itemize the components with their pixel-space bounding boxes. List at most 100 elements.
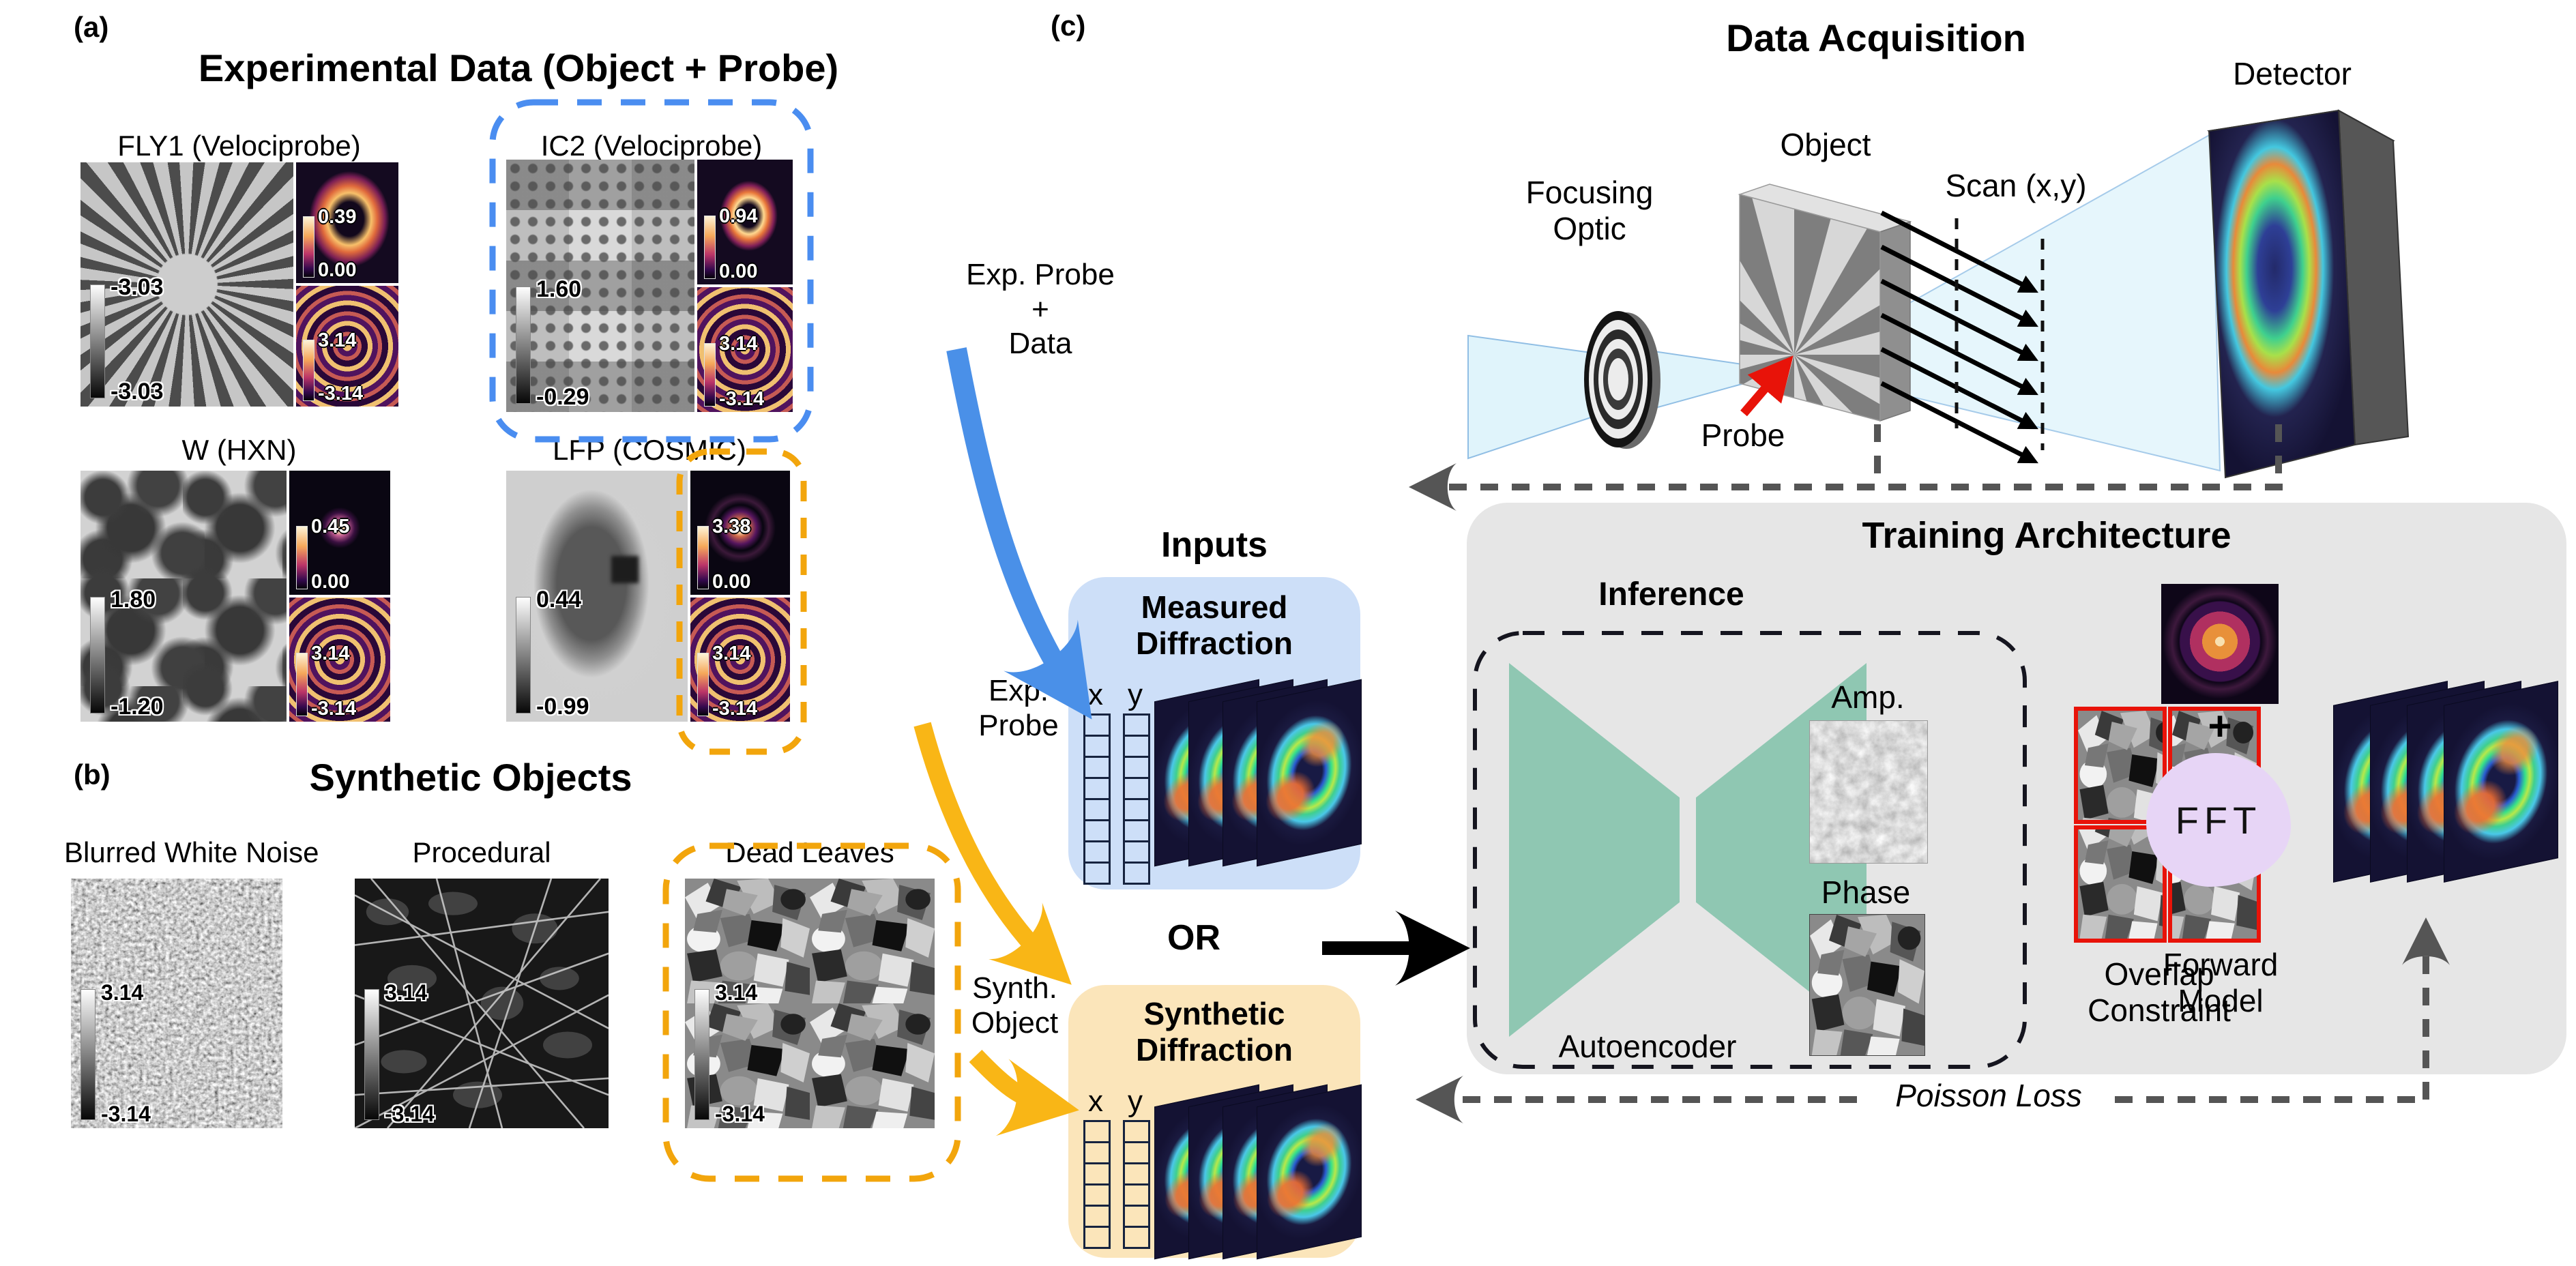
w-object-image: 1.80 -1.20 (80, 471, 287, 722)
synthetic-y-column (1123, 1120, 1150, 1249)
fly1-colorbar-min: -3.03 (111, 379, 164, 404)
lfp-amp-min: 0.00 (712, 571, 751, 593)
synth-object-line2: Object (971, 1005, 1059, 1040)
amp-label: Amp. (1831, 679, 1905, 715)
lfp-colorbar-max: 0.44 (536, 586, 582, 613)
diffraction-pattern (1257, 1084, 1362, 1260)
fly1-phase-max: 3.14 (318, 329, 357, 351)
training-architecture-title: Training Architecture (1862, 515, 2231, 556)
ic2-phase-max: 3.14 (719, 332, 758, 355)
forward-model-label: Forward Model (2135, 947, 2306, 1019)
ic2-amp-colorbar (704, 215, 716, 279)
dataset-label-lfp: LFP (COSMIC) (553, 434, 746, 466)
w-probe-phase-inset: 3.14 -3.14 (289, 598, 390, 722)
diffraction-pattern (2444, 681, 2558, 883)
fly1-colorbar (90, 284, 105, 398)
diffraction-pattern (1257, 679, 1362, 867)
exp-probe-data-arrow (946, 347, 1092, 720)
dataset-label-w: W (HXN) (181, 434, 297, 466)
scan-raster-icon (1880, 210, 2038, 464)
ic2-object-image: 1.60 -0.29 (506, 160, 694, 412)
detector-label: Detector (2233, 56, 2352, 91)
scan-xy-label: Scan (x,y) (1945, 168, 2087, 203)
overlap-patch-texture (2078, 829, 2163, 939)
bwn-image: 3.14 -3.14 (71, 879, 282, 1128)
fft-block: FFT (2146, 753, 2291, 887)
inference-label: Inference (1598, 576, 1744, 613)
lfp-phase-max: 3.14 (712, 643, 751, 664)
w-amp-colorbar (296, 526, 308, 589)
bwn-max: 3.14 (101, 980, 144, 1005)
synthetic-diffraction-stack (1154, 1084, 1362, 1260)
overlap-patch (2074, 707, 2167, 824)
w-amp-max: 0.45 (311, 516, 350, 538)
measured-diffraction-title: Measured Diffraction (1068, 589, 1360, 662)
exp-probe-data-line2: + (1031, 292, 1049, 326)
lfp-phase-colorbar (697, 653, 709, 716)
synthetic-x-label: x (1088, 1085, 1103, 1118)
probe-arrow (1740, 355, 1794, 417)
lfp-colorbar-min: -0.99 (536, 694, 589, 720)
ic2-colorbar-min: -0.29 (536, 384, 589, 410)
lfp-amp-colorbar (697, 526, 709, 589)
dataset-label-ic2: IC2 (Velociprobe) (540, 130, 763, 162)
object-label: Object (1780, 127, 1871, 162)
ic2-colorbar-max: 1.60 (536, 276, 582, 302)
overlap-patch (2074, 825, 2167, 943)
panel-b-tag: (b) (74, 759, 111, 791)
forward-line1: Forward (2163, 947, 2279, 982)
plus-symbol: + (2208, 703, 2232, 749)
bwn-min: -3.14 (101, 1102, 151, 1126)
w-colorbar-min: -1.20 (111, 694, 164, 720)
measured-y-label: y (1128, 678, 1143, 711)
fly1-amp-max: 0.39 (318, 205, 357, 228)
probe-intensity-image (2161, 584, 2279, 704)
deadleaves-colorbar (694, 988, 709, 1120)
synthetic-y-label: y (1128, 1085, 1143, 1118)
w-amp-min: 0.00 (311, 571, 350, 593)
deadleaves-max: 3.14 (715, 980, 758, 1005)
fly1-probe-phase-inset: 3.14 -3.14 (296, 286, 398, 407)
fly1-object-image: -3.03 -3.03 (80, 162, 293, 407)
probe-label: Probe (1701, 417, 1785, 453)
synth-object-line1: Synth. (972, 971, 1057, 1005)
lfp-colorbar (516, 596, 531, 713)
panel-c-tag: (c) (1051, 10, 1086, 42)
measured-diffraction-stack (1154, 679, 1362, 881)
phase-output-image (1809, 914, 1925, 1056)
lfp-phase-min: -3.14 (712, 698, 758, 720)
focusing-optic-line1: Focusing (1525, 175, 1654, 210)
synthetic-title-line1: Synthetic (1143, 996, 1285, 1031)
w-colorbar-max: 1.80 (111, 586, 156, 613)
fft-label: FFT (2175, 798, 2262, 842)
synth-object-label: Synth. Object (941, 971, 1088, 1040)
ic2-amp-min: 0.00 (719, 261, 758, 282)
exp-probe-data-label: Exp. Probe + Data (948, 258, 1132, 362)
poisson-loss-label: Poisson Loss (1895, 1078, 2082, 1113)
ic2-phase-min: -3.14 (719, 388, 765, 410)
ic2-probe-phase-inset: 3.14 -3.14 (697, 287, 793, 412)
scan-grid-dashes (1955, 218, 2045, 450)
inputs-title: Inputs (1161, 525, 1268, 565)
exp-probe-data-line3: Data (1008, 327, 1072, 361)
detector-icon (2207, 109, 2410, 479)
overlap-constraint-label: Overlap Constraint (2047, 956, 2272, 1029)
lfp-dark-notch (611, 556, 639, 584)
deadleaves-image: 3.14 -3.14 (685, 879, 935, 1128)
ic2-amp-max: 0.94 (719, 205, 758, 227)
panel-a-title: Experimental Data (Object + Probe) (198, 46, 839, 89)
synthetic-x-column (1083, 1120, 1111, 1249)
w-colorbar (90, 596, 105, 713)
procedural-colorbar (364, 988, 379, 1120)
phase-label: Phase (1821, 874, 1911, 910)
synthetic-diffraction-title: Synthetic Diffraction (1068, 996, 1360, 1068)
autoencoder-label: Autoencoder (1558, 1029, 1737, 1064)
amp-texture (1810, 721, 1927, 863)
focusing-optic-line2: Optic (1553, 210, 1626, 246)
fly1-amp-min: 0.00 (318, 259, 357, 281)
exp-probe-data-line1: Exp. Probe (966, 258, 1115, 291)
lfp-amp-max: 3.38 (712, 516, 751, 538)
synthetic-label-deadleaves: Dead Leaves (725, 836, 894, 868)
procedural-texture (355, 879, 609, 1128)
lfp-probe-amplitude-inset: 3.38 0.00 (690, 471, 790, 595)
